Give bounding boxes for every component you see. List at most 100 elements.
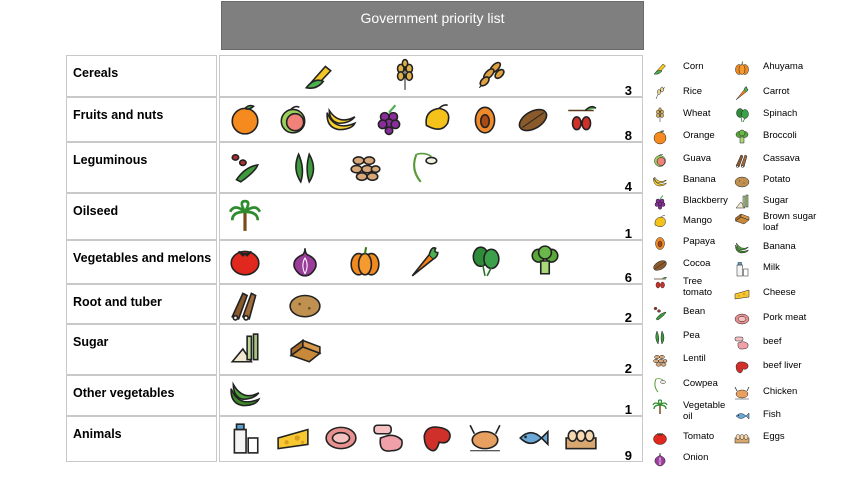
blackberry-icon: [652, 194, 668, 210]
fish-icon: [734, 408, 750, 422]
wheat-icon: [652, 107, 668, 122]
beef-icon: [734, 335, 750, 350]
category-count: 2: [624, 310, 632, 325]
mango-icon: [420, 102, 454, 141]
ahuyama-icon: [734, 60, 750, 75]
banana-green-icon: [734, 240, 750, 254]
sugar-icon: [228, 332, 262, 371]
cassava-icon: [228, 287, 262, 326]
legend-label: beef liver: [763, 360, 802, 371]
legend-label: Guava: [683, 153, 711, 164]
papaya-icon: [468, 102, 502, 141]
tomato-icon: [652, 430, 668, 445]
category-count: 6: [624, 270, 632, 285]
legend-label: Wheat: [683, 108, 711, 119]
category-row: 3: [219, 55, 643, 98]
legend-label: Potato: [763, 174, 791, 185]
legend-label: Sugar: [763, 195, 789, 206]
legend-label: Cassava: [763, 153, 800, 164]
carrot-icon: [408, 244, 442, 283]
legend-label: Banana: [763, 241, 796, 252]
milk-icon: [734, 261, 750, 277]
wheat-bundle-icon: [474, 58, 508, 97]
legend-label: Papaya: [683, 236, 716, 247]
liver-icon: [420, 421, 454, 460]
category-label: Oilseed: [66, 193, 217, 240]
category-count: 2: [624, 361, 632, 376]
tree-tomato-icon: [564, 102, 598, 141]
category-row: 1: [219, 193, 643, 241]
cocoa-icon: [516, 102, 550, 141]
lentil-icon: [652, 352, 668, 367]
palm-icon: [228, 199, 262, 238]
category-row: 2: [219, 324, 643, 376]
legend-label: Blackberry: [683, 195, 728, 206]
corn-icon: [652, 60, 668, 75]
papaya-icon: [652, 235, 668, 250]
cheese-icon: [276, 421, 310, 460]
wheat-icon: [388, 58, 422, 97]
liver-icon: [734, 359, 750, 374]
onion-icon: [288, 244, 322, 283]
legend-label: Pea: [683, 330, 700, 341]
pea-icon: [288, 150, 322, 189]
cassava-icon: [734, 152, 750, 168]
brown-sugar-icon: [734, 210, 750, 225]
legend-label: Orange: [683, 130, 715, 141]
category-label: Animals: [66, 416, 217, 462]
guava-icon: [276, 102, 310, 141]
category-count: 9: [624, 448, 632, 463]
pea-icon: [652, 329, 668, 345]
spinach-icon: [468, 244, 502, 283]
sugar-icon: [734, 194, 750, 209]
legend-label: Cowpea: [683, 378, 718, 389]
banana-icon: [652, 173, 668, 187]
category-count: 4: [624, 179, 632, 194]
category-row: 6: [219, 240, 643, 285]
legend-label: Cheese: [763, 287, 796, 298]
legend-label: Carrot: [763, 86, 790, 97]
pork-icon: [734, 311, 750, 325]
category-row: 2: [219, 284, 643, 326]
legend-label: Bean: [683, 306, 706, 317]
lentil-icon: [348, 150, 382, 189]
pork-icon: [324, 421, 358, 460]
category-label: Leguminous: [66, 142, 217, 193]
cowpea-icon: [652, 377, 668, 393]
legend-label: Tomato: [683, 431, 715, 442]
potato-icon: [288, 287, 322, 326]
category-count: 3: [624, 83, 632, 98]
legend-label: Pork meat: [763, 312, 807, 323]
carrot-icon: [734, 85, 750, 101]
milk-icon: [228, 421, 262, 460]
legend-label: Spinach: [763, 108, 798, 119]
legend-label: Corn: [683, 61, 704, 72]
category-row: 8: [219, 97, 643, 143]
cocoa-icon: [652, 257, 668, 271]
cowpea-icon: [408, 150, 442, 189]
potato-icon: [734, 173, 750, 188]
legend-label: Banana: [683, 174, 716, 185]
category-count: 1: [624, 226, 632, 241]
tree-tomato-icon: [652, 275, 668, 289]
legend-label: Mango: [683, 215, 713, 226]
category-row: 4: [219, 142, 643, 194]
bean-icon: [652, 305, 668, 321]
tomato-icon: [228, 244, 262, 283]
blackberry-icon: [372, 102, 406, 141]
banana-green-icon: [228, 378, 262, 417]
legend-label: Broccoli: [763, 130, 797, 141]
legend-label: Rice: [683, 86, 703, 97]
bean-icon: [228, 150, 262, 189]
broccoli-icon: [528, 244, 562, 283]
category-label: Cereals: [66, 55, 217, 97]
legend-label: Milk: [763, 262, 780, 273]
eggs-icon: [734, 430, 750, 444]
fish-icon: [516, 421, 550, 460]
category-label: Vegetables and melons: [66, 240, 217, 284]
category-label: Fruits and nuts: [66, 97, 217, 142]
eggs-icon: [564, 421, 598, 460]
legend-label: Lentil: [683, 353, 706, 364]
category-row: 1: [219, 375, 643, 417]
guava-icon: [652, 152, 668, 167]
